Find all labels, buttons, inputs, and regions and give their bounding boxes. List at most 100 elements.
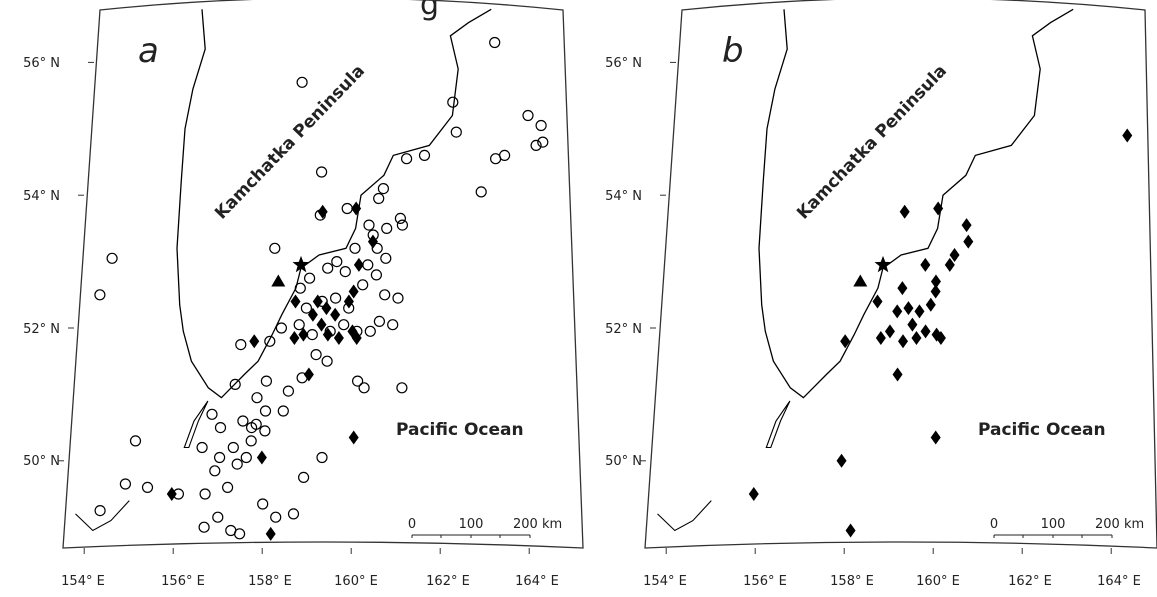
event-circle [380, 252, 392, 264]
event-circle [259, 425, 271, 437]
event-diamond [317, 204, 328, 219]
event-diamond [322, 327, 333, 342]
event-diamond [256, 450, 267, 465]
event-circle [106, 252, 118, 264]
lat-label-56: 56° N [605, 56, 642, 71]
event-diamond [840, 334, 851, 349]
event-diamond [367, 234, 378, 249]
event-diamond [892, 304, 903, 319]
peninsula-label: Kamchatka Peninsula [793, 61, 951, 223]
event-diamond [265, 526, 276, 541]
event-circle [394, 212, 406, 224]
event-circle [392, 292, 404, 304]
lon-label-156: 156° E [743, 574, 787, 589]
scale-label-200: 200 km [513, 517, 562, 532]
ocean-label: Pacific Ocean [396, 420, 524, 440]
map-panel-b: b 56° N 54° N 52° N 50° N 154° E 156° E … [605, 0, 1157, 589]
scale-label-100: 100 [1041, 517, 1066, 532]
event-circle [234, 528, 246, 540]
event-circle [260, 375, 272, 387]
event-circle [306, 329, 318, 341]
event-circle [246, 422, 258, 434]
event-circle [387, 319, 399, 331]
event-circle [396, 382, 408, 394]
event-circle [530, 139, 542, 151]
event-diamond [307, 307, 318, 322]
event-diamond [935, 330, 946, 345]
event-circle [330, 292, 342, 304]
event-circle [287, 508, 300, 520]
coastline-path [176, 8, 492, 399]
lat-label-50: 50° N [605, 454, 642, 469]
event-diamond [911, 330, 922, 345]
event-symbols [94, 36, 549, 541]
lat-label-50: 50° N [23, 454, 60, 469]
event-diamond [343, 294, 354, 309]
scale-label-200: 200 km [1095, 517, 1144, 532]
event-circle [119, 478, 132, 490]
lon-label-156: 156° E [161, 574, 205, 589]
event-circle [294, 282, 306, 294]
event-circle [212, 511, 224, 523]
event-circle [293, 319, 305, 331]
event-diamond [898, 334, 908, 349]
event-diamond [930, 274, 941, 289]
event-circle [259, 405, 272, 417]
station-triangle [853, 274, 868, 287]
event-circle [209, 465, 221, 477]
event-circle [94, 505, 106, 517]
lon-label-164: 164° E [515, 574, 559, 589]
ocean-label: Pacific Ocean [978, 420, 1106, 440]
scale-label-0: 0 [408, 517, 416, 532]
event-circle [396, 219, 408, 231]
event-circle [418, 149, 431, 161]
event-circle [341, 202, 353, 215]
event-circle [370, 269, 382, 281]
lat-label-52: 52° N [605, 322, 642, 337]
event-circle [331, 256, 343, 268]
event-circle [357, 279, 369, 291]
event-diamond [348, 284, 359, 299]
event-diamond [836, 453, 847, 468]
event-circle [240, 451, 252, 464]
map-panel-a: a 56° N 54° N 52° N 50° N 154° E 156° E … [23, 0, 584, 589]
event-diamond [845, 523, 856, 538]
event-diamond [348, 430, 359, 445]
event-diamond [1122, 128, 1133, 143]
event-circle [371, 242, 383, 254]
event-circle [490, 153, 502, 165]
event-circle [141, 481, 154, 493]
event-circle [401, 153, 413, 165]
event-circle [237, 415, 249, 427]
event-diamond [949, 247, 960, 262]
lat-label-52: 52° N [23, 322, 60, 337]
event-circle [364, 325, 376, 337]
event-circle [229, 378, 241, 390]
event-diamond [884, 324, 895, 339]
event-diamond [925, 297, 936, 312]
event-circle [381, 222, 393, 234]
lon-label-160: 160° E [916, 574, 960, 589]
lon-label-162: 162° E [426, 574, 470, 589]
event-diamond [892, 367, 903, 382]
island-path [183, 400, 209, 449]
axis-ticks [640, 61, 1112, 554]
panel-letter: b [722, 31, 744, 71]
event-diamond [351, 330, 362, 345]
event-circle [475, 186, 487, 198]
event-diamond [353, 257, 364, 272]
island-path [75, 500, 130, 532]
event-circle [277, 405, 289, 417]
event-circle [447, 96, 459, 108]
event-circle [296, 76, 308, 88]
event-circle [379, 289, 391, 301]
event-circle [310, 349, 322, 361]
event-diamond [249, 334, 260, 349]
island-path [765, 400, 791, 449]
lat-label-54: 54° N [605, 189, 642, 204]
event-circle [363, 219, 375, 231]
lon-label-158: 158° E [248, 574, 292, 589]
scale-bar: 0 100 200 km [408, 517, 562, 538]
event-circle [94, 289, 106, 301]
coastline-path [758, 8, 1074, 399]
